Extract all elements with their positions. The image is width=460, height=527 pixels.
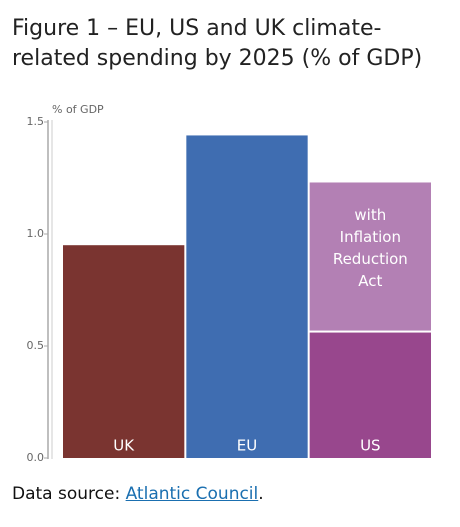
y-tick-label: 1.0 — [27, 227, 45, 240]
y-tick-label: 0.5 — [27, 339, 45, 352]
chart: % of GDP 0.0 0.5 1.0 1.5 UK EU US — [27, 103, 431, 464]
bar-segment — [186, 135, 308, 458]
x-tick-label: UK — [113, 437, 135, 455]
bar-segment — [309, 332, 431, 458]
chart-title: Figure 1 – EU, US and UK climate-related… — [12, 16, 423, 71]
segment-label: with Inflation Reduction Act — [332, 206, 408, 291]
source: Data source: Atlantic Council. — [12, 484, 264, 504]
bar-segment — [63, 245, 185, 458]
bar-segment — [309, 182, 431, 331]
x-tick-label: US — [360, 437, 381, 455]
source-suffix: . — [258, 484, 264, 504]
source-prefix: Data source: — [12, 484, 121, 504]
y-axis-label: % of GDP — [52, 103, 104, 116]
source-link[interactable]: Atlantic Council — [125, 484, 259, 504]
y-tick-label: 1.5 — [27, 115, 45, 128]
y-tick-label: 0.0 — [27, 451, 45, 464]
x-tick-label: EU — [237, 437, 257, 455]
